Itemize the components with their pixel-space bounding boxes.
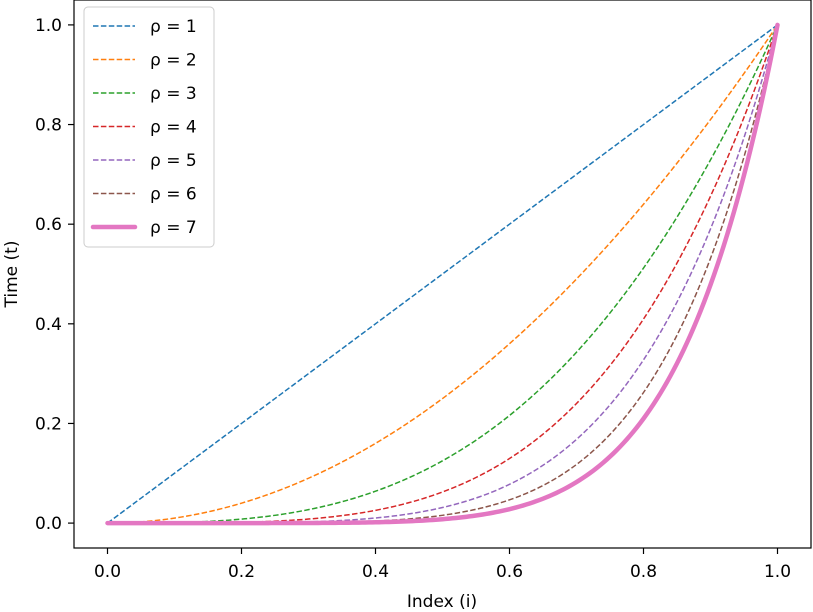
y-axis-label: Time (t): [2, 241, 22, 309]
series-line-rho-1: [107, 24, 778, 524]
x-tick-label: 1.0: [764, 562, 791, 582]
y-tick-label: 0.0: [35, 514, 62, 534]
y-tick-label: 0.8: [35, 116, 62, 136]
plot-frame: [73, 0, 812, 549]
legend-label-rho-2: ρ = 2: [150, 51, 197, 71]
y-tick-label: 0.2: [35, 414, 62, 434]
legend-label-rho-7: ρ = 7: [150, 218, 197, 238]
x-tick-label: 0.0: [94, 562, 121, 582]
x-tick-label: 0.2: [228, 562, 255, 582]
x-tick-label: 0.6: [496, 562, 523, 582]
series-line-rho-3: [107, 24, 779, 524]
y-tick-label: 0.4: [35, 315, 62, 335]
x-tick-label: 0.4: [362, 562, 389, 582]
x-tick-label: 0.8: [630, 562, 657, 582]
legend: ρ = 1 ρ = 2 ρ = 3 ρ = 4 ρ = 5 ρ = 6 ρ = 7: [83, 6, 215, 248]
x-axis-label: Index (i): [407, 592, 477, 612]
series-line-rho-2: [107, 24, 779, 524]
y-tick-label: 0.6: [35, 215, 62, 235]
legend-label-rho-6: ρ = 6: [150, 185, 197, 205]
series-layer: [105, 22, 780, 526]
y-tick-label: 1.0: [35, 16, 62, 36]
legend-label-rho-5: ρ = 5: [150, 151, 197, 171]
legend-label-rho-4: ρ = 4: [150, 118, 197, 138]
legend-frame: [83, 6, 215, 248]
legend-label-rho-1: ρ = 1: [150, 17, 197, 37]
ticks-layer: 0.0 0.2 0.4 0.6 0.8 1.0 0.0 0.2 0.4 0.6 0.8 1.0: [35, 16, 791, 582]
legend-label-rho-3: ρ = 3: [150, 84, 197, 104]
series-line-rho-7: [105, 22, 780, 526]
